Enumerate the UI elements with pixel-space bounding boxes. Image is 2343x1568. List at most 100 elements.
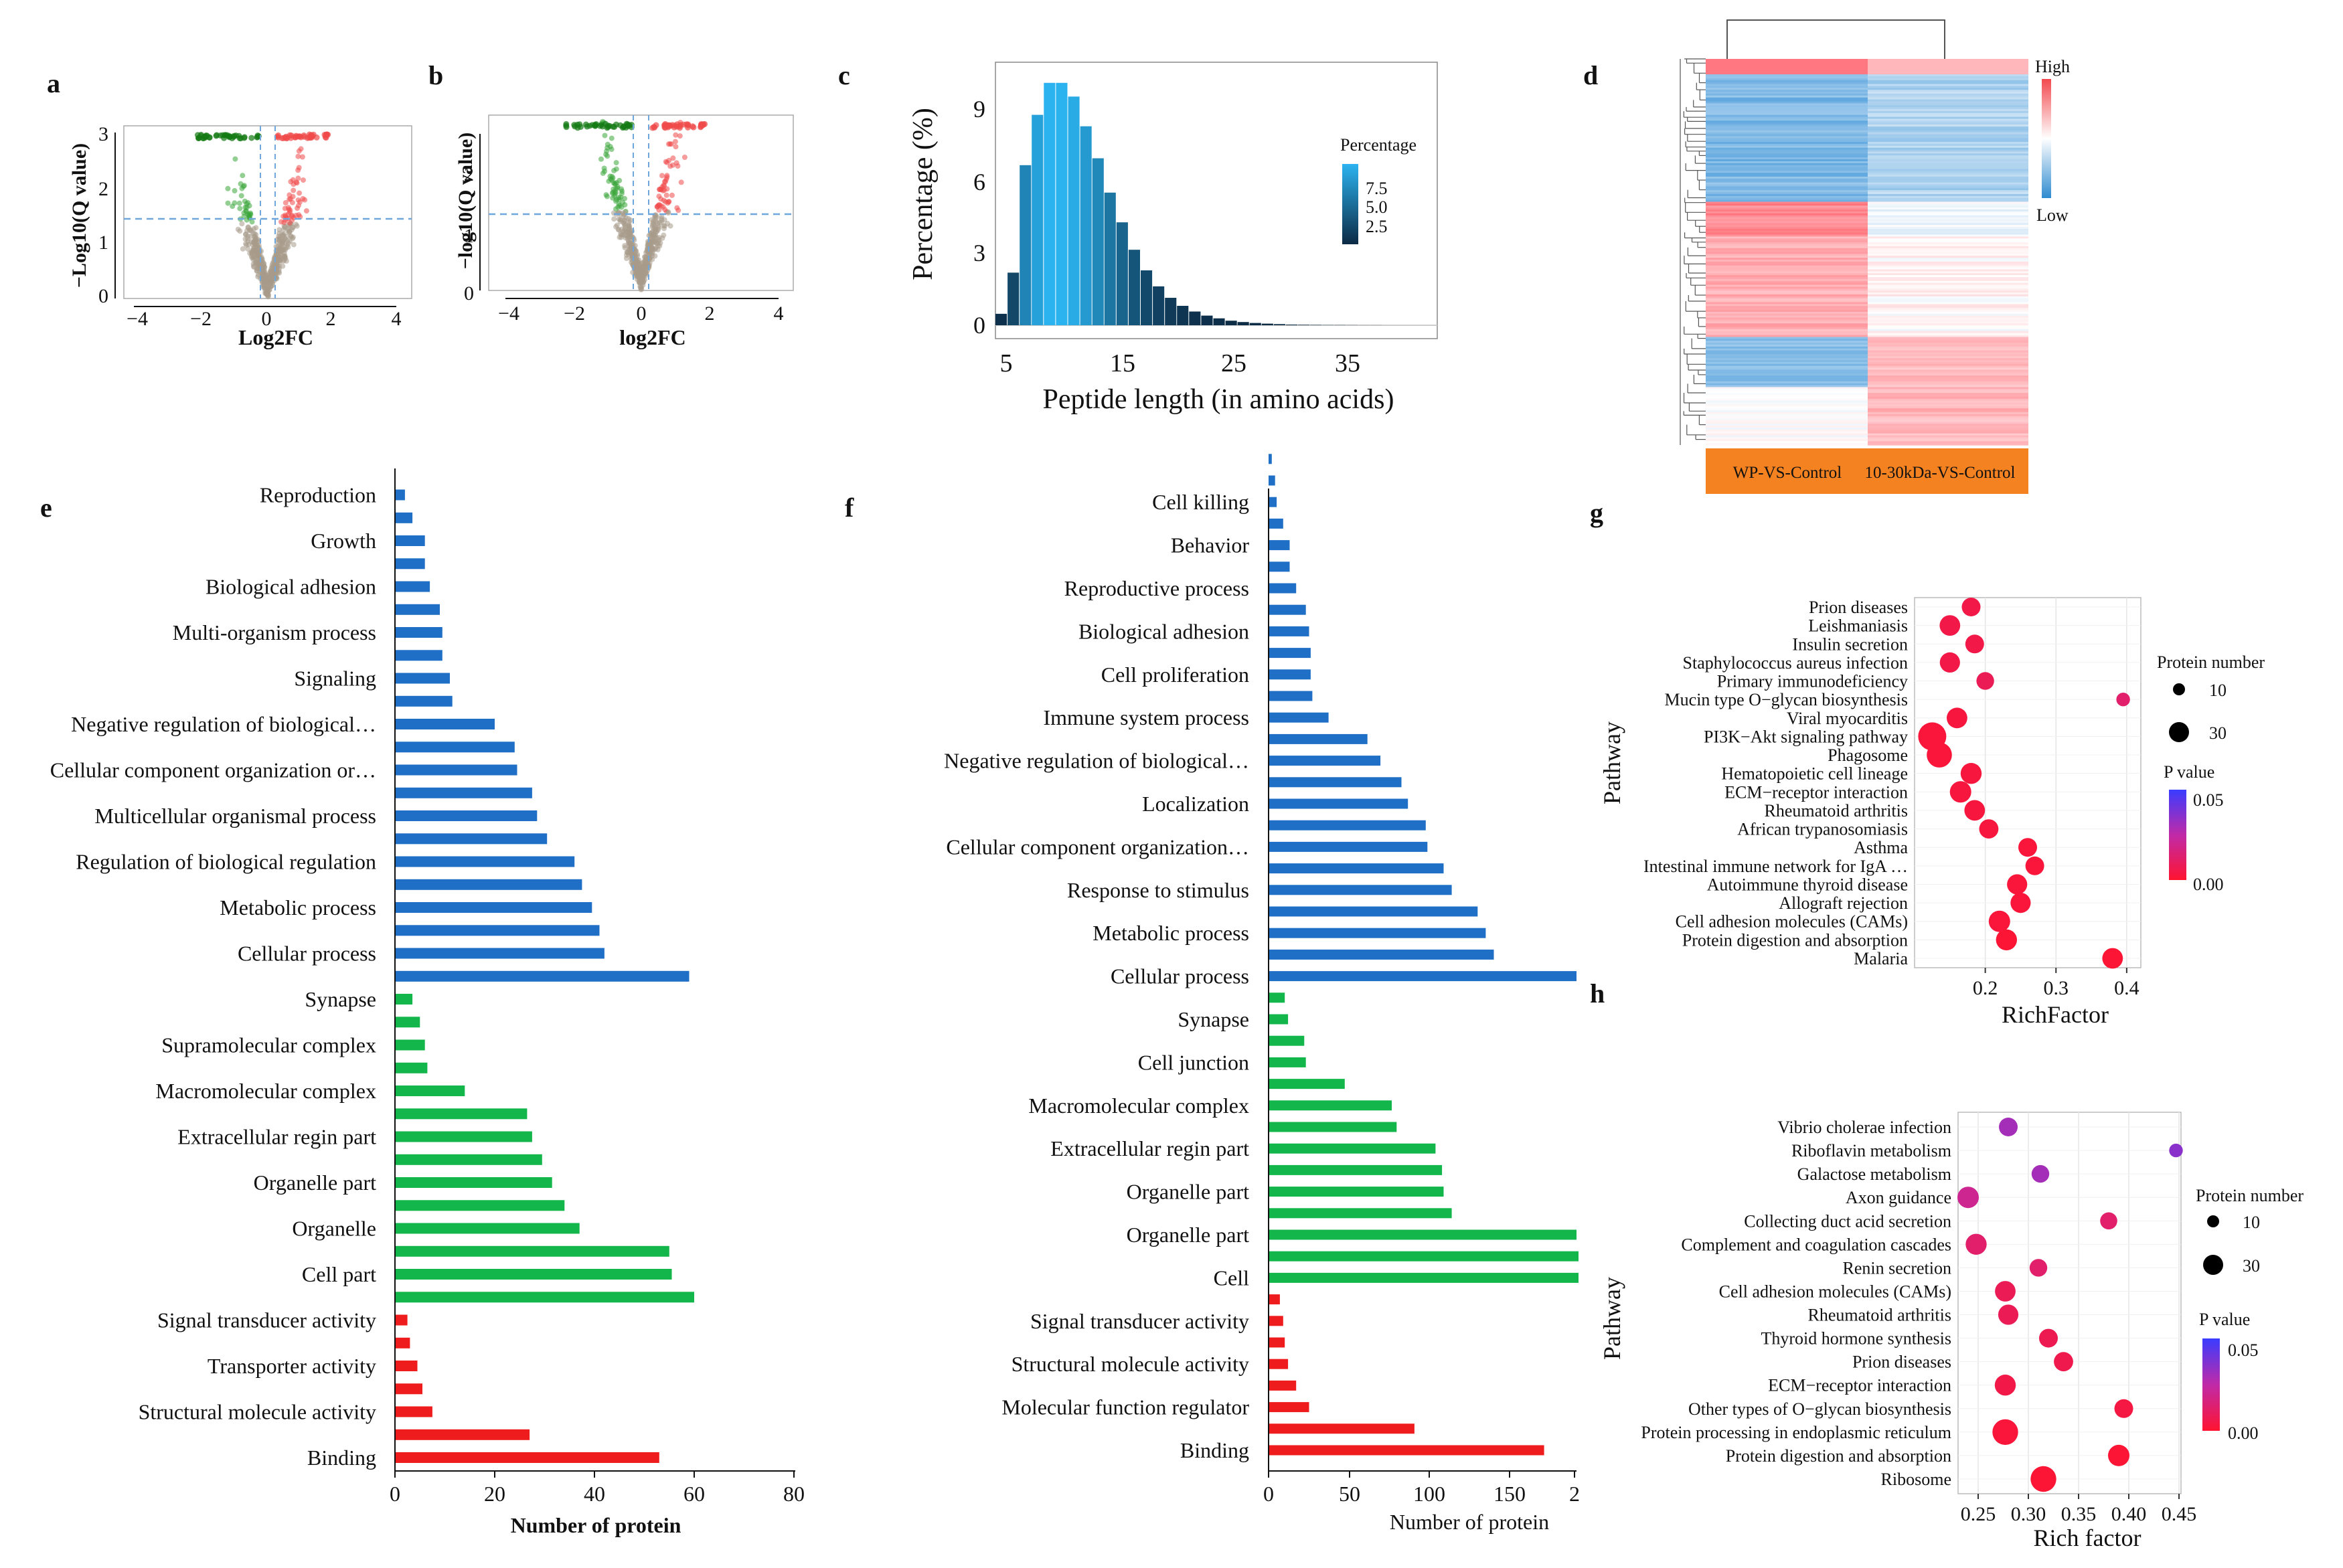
heatmap-cell (1706, 383, 1868, 386)
heatmap-cell (1868, 321, 2028, 324)
heatmap-cell (1706, 203, 1868, 206)
heatmap-cell (1868, 163, 2028, 166)
go-term-label: Organelle (292, 1217, 376, 1241)
heatmap-cell (1706, 97, 1868, 100)
heatmap-cell (1706, 120, 1868, 123)
heatmap-cell (1706, 211, 1868, 214)
heatmap-cell (1868, 178, 2028, 181)
heatmap-cell (1868, 363, 2028, 367)
bubble-point (1979, 819, 1999, 839)
volcano-point (664, 173, 670, 179)
panel-c-legend-tick: 7.5 (1366, 179, 1388, 198)
heatmap-cell (1706, 105, 1868, 108)
volcano-point (641, 265, 647, 270)
volcano-point (225, 200, 231, 206)
panel-d-column-dendrogram (1726, 19, 1945, 59)
heatmap-cell (1868, 97, 2028, 100)
heatmap-cell (1706, 420, 1868, 422)
heatmap-cell (1868, 385, 2028, 388)
heatmap-cell (1868, 197, 2028, 201)
heatmap-cell (1706, 350, 1868, 353)
panel-c-ytick: 6 (973, 169, 985, 195)
panel-d-row-dendrogram (1680, 58, 1706, 445)
heatmap-cell (1868, 221, 2028, 224)
heatmap-cell (1868, 265, 2028, 268)
heatmap-cell (1868, 105, 2028, 108)
heatmap-cell (1706, 161, 1868, 164)
heatmap-cell (1706, 298, 1868, 301)
pathway-label: Rheumatoid arthritis (1765, 801, 1908, 820)
heatmap-cell (1868, 240, 2028, 243)
heatmap-cell (1868, 402, 2028, 406)
heatmap-cell (1868, 236, 2028, 239)
volcano-point (677, 133, 683, 139)
volcano-point (633, 272, 639, 278)
panel-h-xlabel: Rich factor (2034, 1525, 2142, 1551)
go-bar (1269, 669, 1311, 680)
heatmap-cell (1868, 149, 2028, 153)
volcano-point (574, 124, 581, 131)
heatmap-cell (1868, 72, 2028, 75)
volcano-point (653, 219, 659, 225)
heatmap-cell (1868, 134, 2028, 137)
heatmap-cell (1706, 416, 1868, 419)
bubble-point (1998, 1304, 2019, 1325)
heatmap-cell (1868, 70, 2028, 73)
volcano-point (290, 224, 295, 230)
heatmap-cell (1868, 298, 2028, 301)
heatmap-cell (1706, 110, 1868, 114)
bubble-point (1957, 1187, 1979, 1209)
go-term-label: Regulation of biological regulation (76, 850, 376, 874)
heatmap-cell (1868, 159, 2028, 162)
heatmap-cell (1868, 234, 2028, 238)
volcano-point (647, 250, 653, 256)
volcano-point (273, 248, 279, 254)
volcano-point (283, 135, 290, 142)
pathway-label: Cell adhesion molecules (CAMs) (1676, 912, 1908, 932)
go-term-label: Cell killing (1152, 490, 1249, 514)
heatmap-cell (1868, 101, 2028, 104)
volcano-point (609, 173, 615, 179)
heatmap-cell (1706, 325, 1868, 328)
go-term-label: Organelle part (254, 1170, 376, 1195)
heatmap-cell (1868, 348, 2028, 351)
go-term-label: Organelle part (1127, 1223, 1249, 1247)
heatmap-cell (1706, 310, 1868, 313)
heatmap-cell (1868, 389, 2028, 391)
heatmap-cell (1706, 223, 1868, 226)
heatmap-cell (1706, 373, 1868, 376)
heatmap-cell (1868, 99, 2028, 102)
heatmap-cell (1706, 414, 1868, 417)
volcano-point (678, 179, 684, 185)
heatmap-cell (1868, 337, 2028, 339)
panel-c-xlabel: Peptide length (in amino acids) (1043, 384, 1394, 415)
heatmap-cell (1868, 381, 2028, 384)
panel-a-plot-frame (123, 125, 412, 299)
heatmap-cell (1706, 302, 1868, 304)
heatmap-cell (1868, 171, 2028, 173)
panel-g-size-legend-title: Protein number (2157, 652, 2265, 672)
go-bar (1269, 1143, 1436, 1154)
panel-b-xtick: −4 (498, 302, 519, 325)
pathway-label: Mucin type O−glycan biosynthesis (1665, 690, 1908, 709)
panel-c-xtick: 25 (1221, 349, 1246, 377)
panel-d-legend-low: Low (2036, 205, 2069, 225)
go-term-label: Signal transducer activity (157, 1308, 376, 1332)
heatmap-cell (1868, 387, 2028, 389)
go-bar (1269, 1035, 1305, 1046)
heatmap-cell (1868, 352, 2028, 355)
heatmap-cell (1706, 59, 1868, 62)
heatmap-cell (1868, 325, 2028, 328)
histogram-bar (1092, 158, 1104, 325)
volcano-point (622, 243, 628, 249)
heatmap-cell (1706, 418, 1868, 421)
volcano-point (252, 231, 258, 237)
heatmap-cell (1706, 339, 1868, 341)
panel-c-ytick: 0 (973, 312, 985, 339)
heatmap-cell (1706, 64, 1868, 68)
volcano-point (287, 229, 293, 235)
histogram-bar (1020, 165, 1032, 325)
go-bar (1269, 583, 1297, 594)
pathway-label: Rheumatoid arthritis (1808, 1306, 1951, 1325)
go-term-label: Structural molecule activity (139, 1400, 376, 1424)
